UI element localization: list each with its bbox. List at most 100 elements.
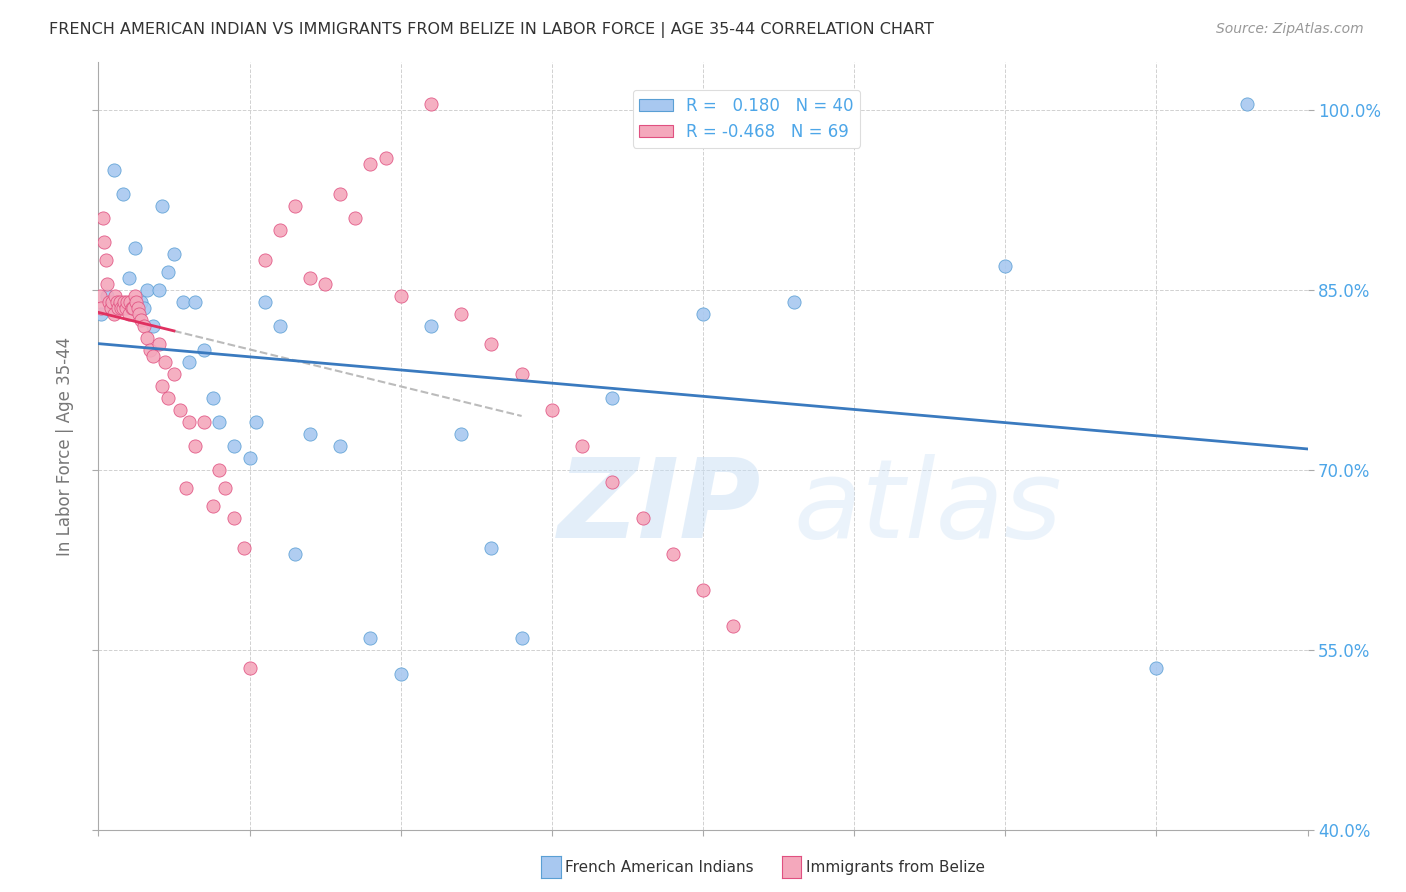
Point xyxy=(103,163,125,178)
Point xyxy=(156,265,179,279)
Point xyxy=(510,631,533,645)
Point xyxy=(269,319,291,334)
Point xyxy=(450,307,472,321)
Point xyxy=(224,511,246,525)
Point xyxy=(723,619,745,633)
Point xyxy=(122,301,145,315)
Point xyxy=(360,157,382,171)
Point xyxy=(389,666,412,681)
Point xyxy=(510,367,533,381)
Point xyxy=(115,295,138,310)
Point xyxy=(111,187,134,202)
Point xyxy=(208,463,231,477)
Point xyxy=(121,301,143,315)
Point xyxy=(120,295,142,310)
Y-axis label: In Labor Force | Age 35-44: In Labor Force | Age 35-44 xyxy=(56,336,75,556)
Point xyxy=(100,301,122,315)
Point xyxy=(374,151,396,165)
Point xyxy=(1236,97,1258,112)
Point xyxy=(193,343,215,358)
Point xyxy=(174,481,197,495)
Point xyxy=(105,295,128,310)
Point xyxy=(125,295,148,310)
Point xyxy=(148,337,170,351)
Point xyxy=(101,295,124,310)
Point xyxy=(96,277,118,292)
Point xyxy=(91,211,114,226)
Point xyxy=(239,661,262,675)
Point xyxy=(481,337,503,351)
Point xyxy=(96,289,118,303)
Point xyxy=(139,343,162,358)
Point xyxy=(128,307,150,321)
Point xyxy=(245,415,267,429)
Point xyxy=(103,307,125,321)
Point xyxy=(692,582,714,597)
Point xyxy=(179,355,201,369)
Point xyxy=(93,235,115,250)
Point xyxy=(232,541,254,555)
Point xyxy=(163,247,186,261)
Point xyxy=(299,427,322,442)
Legend: R =   0.180   N = 40, R = -0.468   N = 69: R = 0.180 N = 40, R = -0.468 N = 69 xyxy=(633,90,860,147)
Point xyxy=(172,295,194,310)
Point xyxy=(124,241,146,255)
Point xyxy=(107,301,129,315)
Point xyxy=(156,391,179,405)
Point xyxy=(148,283,170,297)
Point xyxy=(114,301,136,315)
Point xyxy=(129,313,152,327)
Point xyxy=(253,295,276,310)
Point xyxy=(124,289,146,303)
Point xyxy=(153,355,176,369)
Point xyxy=(90,301,112,315)
Point xyxy=(129,295,152,310)
Point xyxy=(329,439,352,453)
Point xyxy=(135,283,157,297)
Point xyxy=(284,547,307,561)
Point xyxy=(360,631,382,645)
Point xyxy=(193,415,215,429)
Point xyxy=(112,295,135,310)
Text: Source: ZipAtlas.com: Source: ZipAtlas.com xyxy=(1216,22,1364,37)
Point xyxy=(169,403,191,417)
Point xyxy=(132,319,155,334)
Point xyxy=(89,289,111,303)
Point xyxy=(481,541,503,555)
Point xyxy=(450,427,472,442)
Point xyxy=(142,319,165,334)
Point xyxy=(602,391,624,405)
Point xyxy=(108,295,131,310)
Text: French American Indians: French American Indians xyxy=(565,860,754,874)
Point xyxy=(127,301,149,315)
Text: ZIP: ZIP xyxy=(558,454,762,561)
Point xyxy=(104,289,127,303)
Point xyxy=(994,259,1017,273)
Point xyxy=(202,499,225,513)
Point xyxy=(202,391,225,405)
Point xyxy=(783,295,806,310)
Text: Immigrants from Belize: Immigrants from Belize xyxy=(806,860,984,874)
Point xyxy=(239,450,262,465)
Point xyxy=(163,367,186,381)
Point xyxy=(661,547,683,561)
Point xyxy=(118,307,141,321)
Point xyxy=(111,301,134,315)
Point xyxy=(208,415,231,429)
Point xyxy=(179,415,201,429)
Point xyxy=(98,295,121,310)
Point xyxy=(631,511,654,525)
Point xyxy=(253,253,276,268)
Point xyxy=(135,331,157,345)
Point xyxy=(132,301,155,315)
Point xyxy=(94,253,117,268)
Text: FRENCH AMERICAN INDIAN VS IMMIGRANTS FROM BELIZE IN LABOR FORCE | AGE 35-44 CORR: FRENCH AMERICAN INDIAN VS IMMIGRANTS FRO… xyxy=(49,22,934,38)
Point xyxy=(329,187,352,202)
Point xyxy=(214,481,236,495)
Point xyxy=(150,379,173,393)
Point xyxy=(602,475,624,489)
Point xyxy=(314,277,336,292)
Point xyxy=(110,301,132,315)
Point xyxy=(1146,661,1168,675)
Point xyxy=(150,199,173,213)
